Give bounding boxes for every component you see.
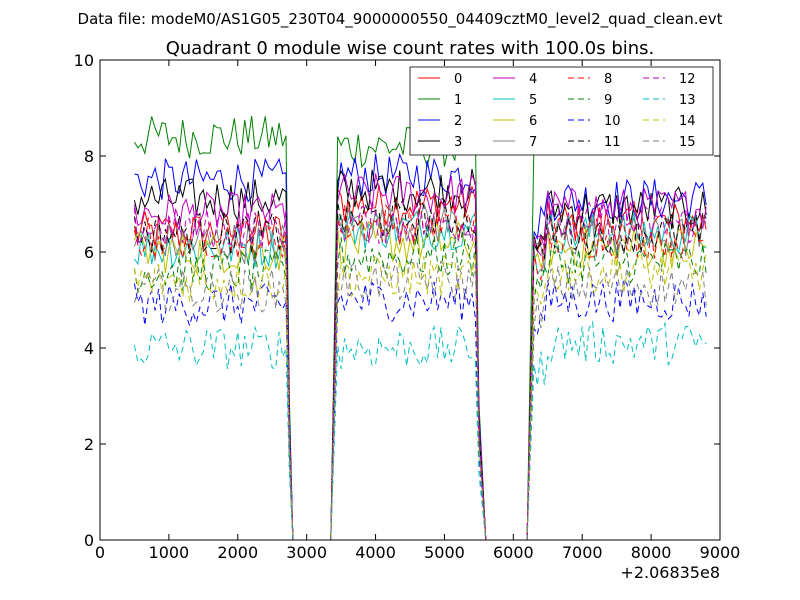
legend-label: 10 [604, 114, 621, 129]
legend-box [409, 66, 714, 156]
series-line-5 [133, 210, 707, 541]
series-line-4 [133, 172, 707, 541]
legend-label: 1 [454, 93, 462, 108]
legend-label: 11 [604, 135, 621, 150]
series-line-9 [133, 235, 707, 541]
legend-label: 0 [454, 72, 462, 87]
y-tick-label: 8 [84, 147, 94, 166]
x-axis: 0 1000 2000 3000 4000 5000 6000 7000 8000 9000 [95, 60, 740, 562]
x-tick-label: 9000 [700, 543, 741, 562]
legend-label: 2 [454, 114, 462, 129]
legend-label: 9 [604, 93, 612, 108]
y-tick-label: 4 [84, 339, 94, 358]
legend-label: 4 [529, 72, 537, 87]
x-tick-label: 7000 [562, 543, 603, 562]
series-line-10 [133, 277, 707, 541]
x-tick-label: 8000 [631, 543, 672, 562]
plot-frame [99, 59, 721, 541]
series-line-14 [133, 248, 707, 541]
series-line-11 [133, 196, 707, 541]
series-line-2 [134, 152, 707, 541]
legend-label: 7 [529, 135, 537, 150]
x-tick-label: 3000 [286, 543, 327, 562]
legend-label: 12 [679, 72, 696, 87]
series-line-13 [133, 320, 707, 541]
data-file-label: Data file: modeM0/AS1G05_230T04_90000005… [78, 10, 723, 29]
chart-title: Quadrant 0 module wise count rates with … [166, 38, 655, 59]
y-tick-label: 6 [84, 243, 94, 262]
y-tick-label: 2 [84, 435, 94, 454]
legend-label: 3 [454, 135, 462, 150]
y-tick-label: 0 [84, 531, 94, 550]
series-line-15 [133, 259, 707, 541]
legend-label: 13 [679, 93, 696, 108]
x-tick-label: 2000 [217, 543, 258, 562]
x-tick-label: 0 [95, 543, 105, 562]
series-line-0 [133, 184, 707, 541]
legend-label: 8 [604, 72, 612, 87]
legend-label: 6 [529, 114, 537, 129]
series-line-6 [133, 220, 707, 541]
x-tick-label: 5000 [424, 543, 465, 562]
series-line-1 [133, 100, 707, 541]
x-tick-label: 4000 [355, 543, 396, 562]
x-tick-label: 1000 [149, 543, 190, 562]
legend-label: 5 [529, 93, 537, 108]
x-tick-label: 6000 [493, 543, 534, 562]
plot-lines [133, 100, 707, 541]
legend-label: 14 [679, 114, 696, 129]
series-line-12 [133, 200, 707, 541]
y-tick-label: 10 [74, 51, 94, 70]
x-offset-label: +2.06835e8 [620, 563, 720, 582]
legend-label: 15 [679, 135, 696, 150]
